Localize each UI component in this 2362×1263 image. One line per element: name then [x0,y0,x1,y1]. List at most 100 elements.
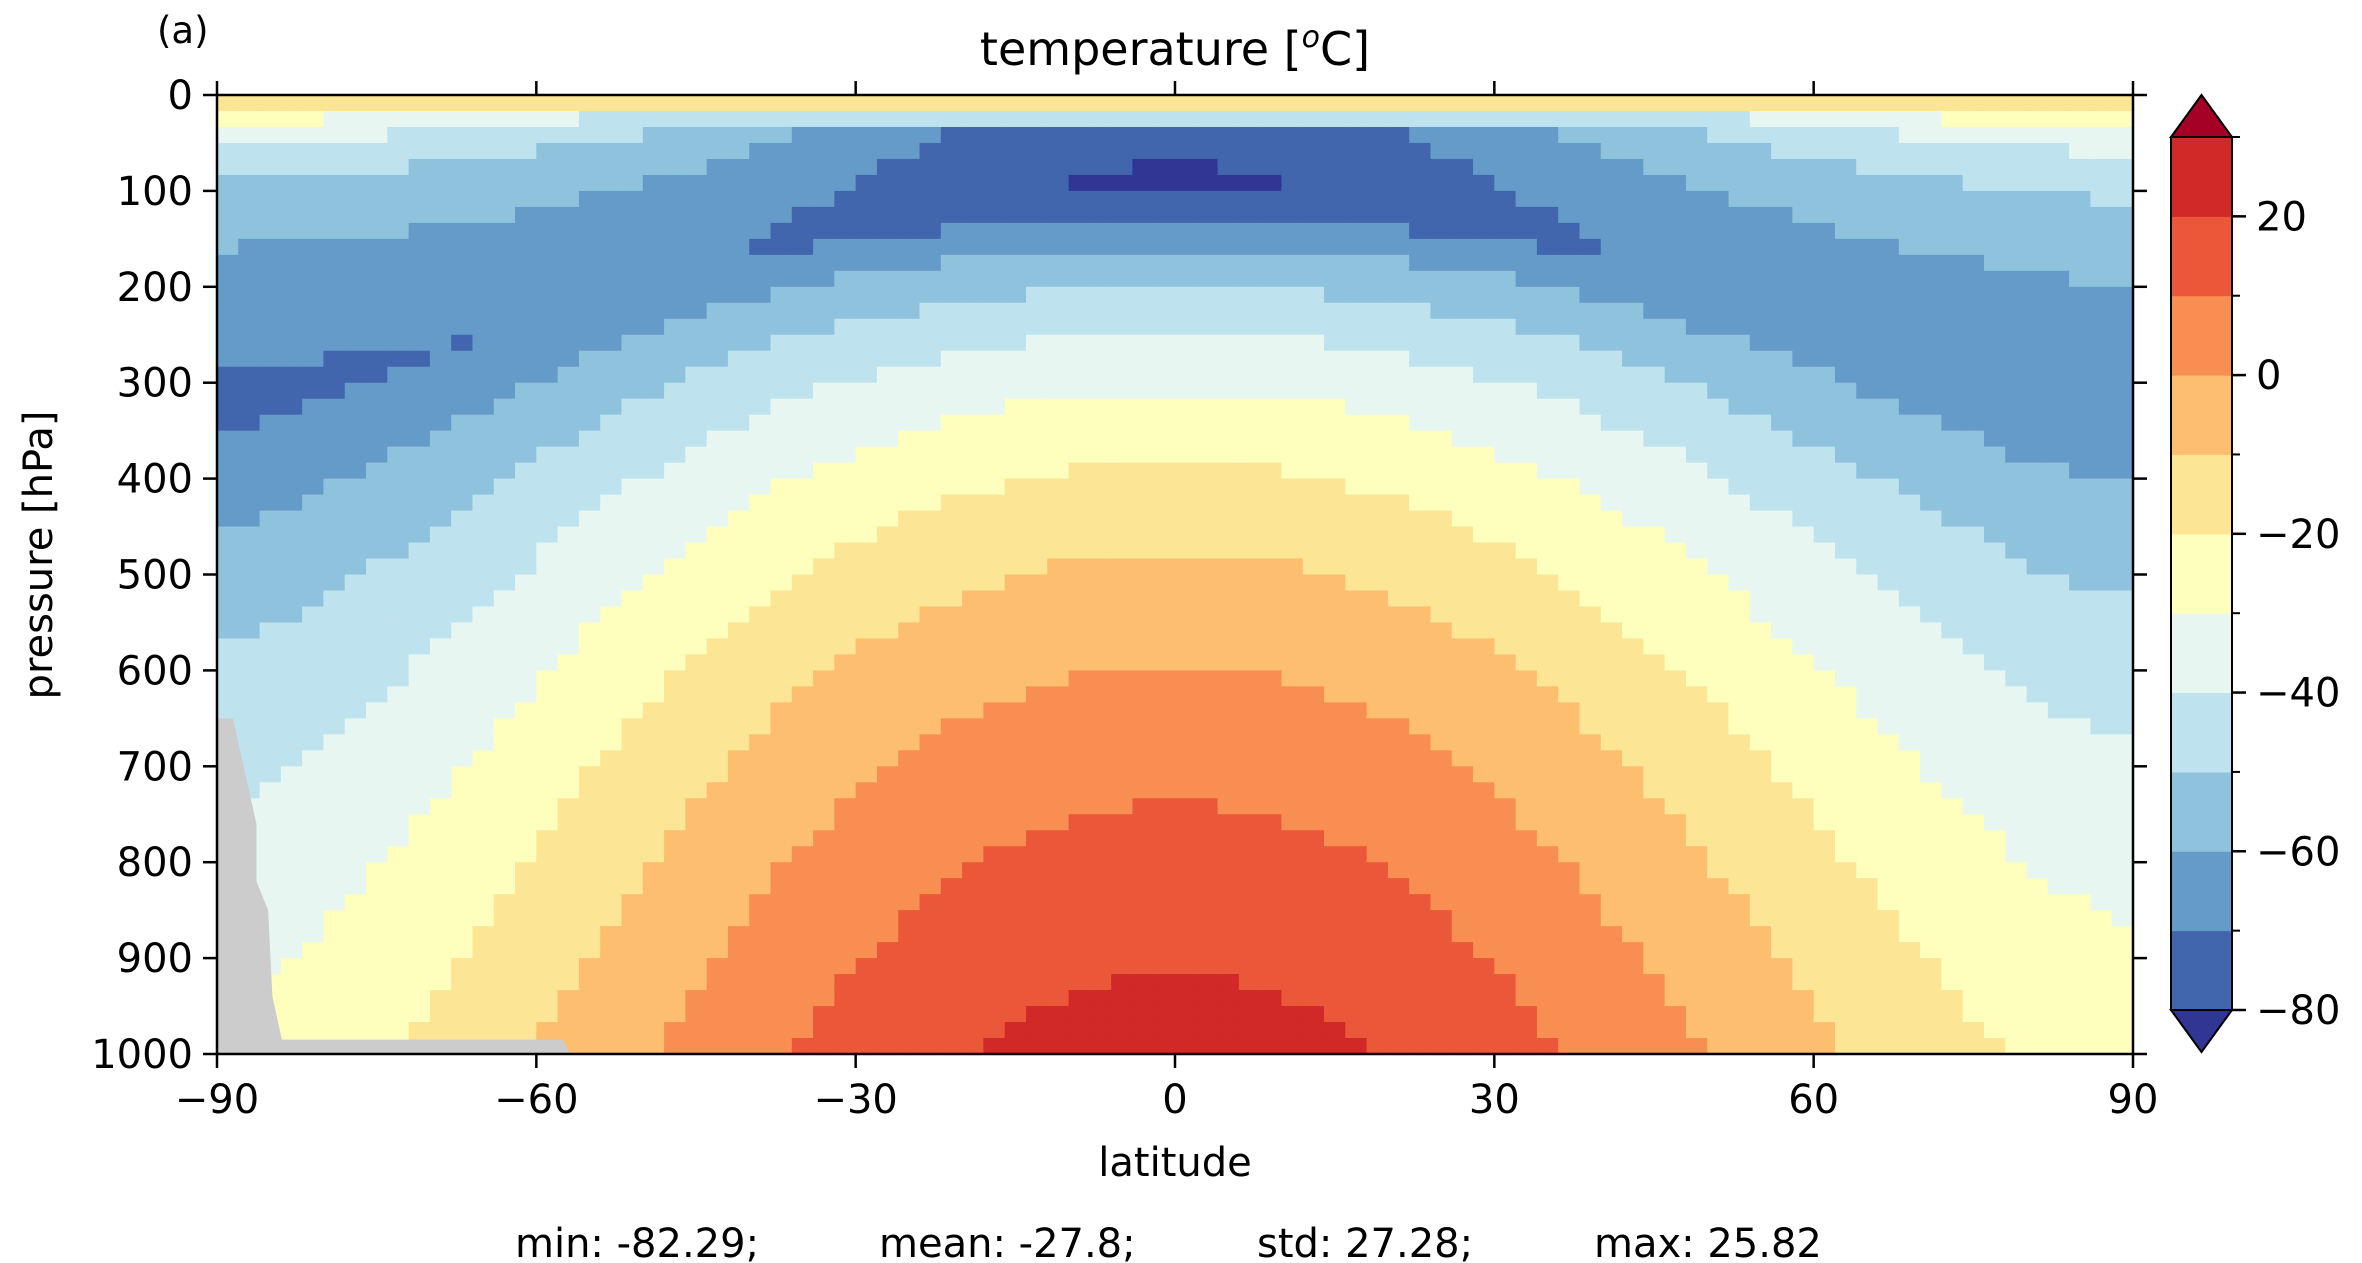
contour-cell [1622,798,1644,815]
contour-cell [1494,126,1517,144]
contour-cell [1217,446,1240,464]
contour-cell [1707,958,1730,975]
contour-cell [493,638,516,656]
contour-cell [1260,414,1283,432]
contour-cell [1409,606,1432,624]
contour-cell [1473,142,1495,160]
contour-cell [1962,1006,1985,1023]
contour-cell [1132,894,1155,911]
contour-cell [366,446,388,464]
contour-cell [451,958,474,975]
contour-cell [1132,126,1155,144]
contour-cell [1515,990,1538,1007]
contour-cell [1962,430,1985,448]
contour-cell [983,366,1006,384]
contour-cell [1217,510,1240,528]
contour-cell [919,270,942,288]
contour-cell [962,574,984,592]
contour-cell [536,190,559,208]
contour-cell [493,414,516,432]
contour-cell [1111,254,1134,272]
contour-cell [238,206,261,224]
contour-cell [727,606,750,624]
contour-cell [344,990,367,1007]
contour-cell [1089,254,1112,272]
contour-cell [366,638,388,656]
contour-cell [1025,398,1048,416]
contour-cell [834,398,857,416]
contour-cell [344,110,367,128]
contour-cell [1898,142,1921,160]
contour-cell [429,510,452,528]
contour-cell [259,750,282,767]
contour-cell [706,270,729,288]
contour-cell [1175,590,1197,608]
contour-cell [1153,750,1176,767]
contour-cell [1153,398,1176,416]
contour-cell [217,670,239,687]
contour-cell [1175,95,1197,112]
contour-cell [238,222,261,240]
contour-cell [1068,590,1091,608]
contour-cell [1260,894,1283,911]
contour-cell [259,846,282,863]
contour-cell [1685,830,1708,847]
contour-cell [600,158,623,176]
contour-cell [1409,398,1432,416]
contour-cell [1451,622,1474,640]
contour-cell [898,798,921,815]
contour-cell [451,814,474,831]
contour-cell [557,174,580,192]
contour-cell [451,558,474,576]
contour-cell [280,302,303,320]
contour-cell [1834,398,1857,416]
contour-cell [1579,286,1602,304]
contour-cell [217,286,239,304]
contour-cell [1749,158,1772,176]
contour-cell [1196,590,1219,608]
contour-cell [1941,158,1964,176]
contour-cell [1877,878,1900,895]
contour-cell [664,590,686,608]
contour-cell [302,110,325,128]
contour-cell [1451,222,1474,240]
contour-cell [238,270,261,288]
contour-cell [280,334,303,352]
contour-cell [1622,638,1644,656]
contour-cell [429,766,452,783]
contour-cell [1111,158,1134,176]
contour-cell [1792,254,1815,272]
contour-cell [919,1038,942,1055]
contour-cell [1302,286,1325,304]
contour-cell [1111,414,1134,432]
contour-cell [855,334,878,352]
contour-cell [1196,894,1219,911]
contour-cell [344,126,367,144]
contour-cell [1749,382,1772,400]
contour-cell [1728,670,1751,687]
contour-cell [1345,990,1368,1007]
contour-cell [1707,846,1730,863]
contour-cell [259,302,282,320]
contour-cell [1749,334,1772,352]
contour-cell [919,366,942,384]
contour-cell [1111,718,1134,735]
contour-cell [834,942,857,959]
contour-cell [1132,1022,1155,1039]
title-superscript: o [1302,20,1320,55]
contour-cell [727,270,750,288]
contour-cell [685,942,708,959]
contour-cell [323,1022,346,1039]
contour-cell [1856,638,1879,656]
contour-cell [1707,270,1730,288]
contour-cell [600,638,623,656]
contour-cell [685,638,708,656]
contour-cell [1430,910,1453,927]
contour-cell [855,942,878,959]
contour-cell [1302,126,1325,144]
contour-cell [642,606,665,624]
contour-cell [1217,238,1240,256]
contour-cell [1430,574,1453,592]
contour-cell [1196,830,1219,847]
contour-cell [1111,574,1134,592]
